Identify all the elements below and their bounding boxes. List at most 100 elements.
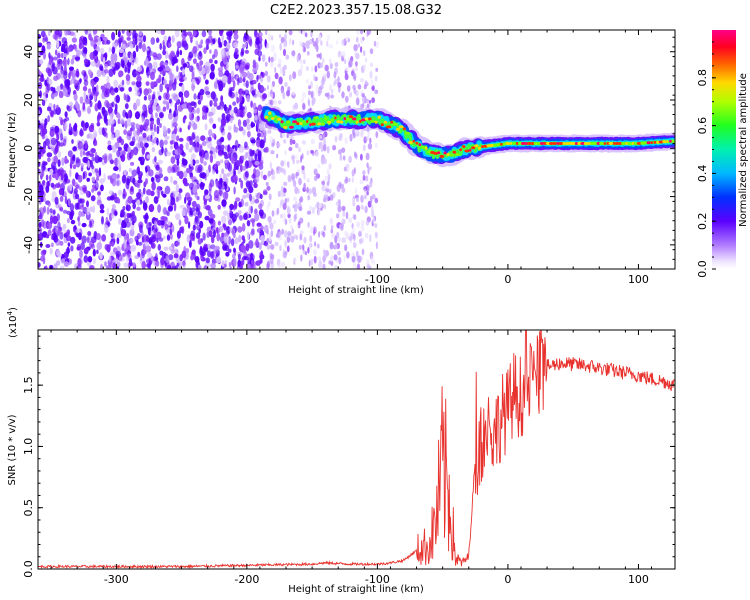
heatmap-cell xyxy=(146,222,152,231)
heatmap-cell xyxy=(201,140,207,147)
heatmap-cell xyxy=(246,118,250,124)
heatmap-cell xyxy=(107,144,113,151)
heatmap-cell xyxy=(225,251,230,257)
heatmap-cell xyxy=(183,170,188,178)
heatmap-cell xyxy=(328,163,332,170)
heatmap-cell xyxy=(237,169,241,175)
heatmap-cell xyxy=(221,118,227,126)
heatmap-cell xyxy=(242,78,246,83)
spectrogram-xlabel: Height of straight line (km) xyxy=(288,285,424,296)
heatmap-cell xyxy=(80,242,85,251)
tone-track-peak xyxy=(636,141,642,145)
heatmap-cell xyxy=(343,254,346,263)
heatmap-cell xyxy=(195,146,198,153)
heatmap-cell xyxy=(150,51,154,56)
heatmap-cell xyxy=(192,134,196,140)
heatmap-cell xyxy=(230,109,235,117)
heatmap-cell xyxy=(240,180,244,189)
heatmap-cell xyxy=(362,102,365,109)
heatmap-cell xyxy=(101,92,106,100)
heatmap-cell xyxy=(208,182,212,192)
heatmap-cell xyxy=(234,145,238,152)
heatmap-cell xyxy=(124,248,128,255)
heatmap-cell xyxy=(326,146,330,154)
heatmap-cell xyxy=(53,103,56,111)
heatmap-cell xyxy=(328,260,332,265)
heatmap-cell xyxy=(126,212,130,219)
heatmap-cell xyxy=(230,238,235,247)
heatmap-cell xyxy=(73,93,78,102)
tone-track-peak xyxy=(299,122,303,126)
heatmap-cell xyxy=(173,202,177,212)
heatmap-cell xyxy=(125,74,131,81)
heatmap-cell xyxy=(226,159,230,169)
tone-track-peak xyxy=(385,125,392,129)
heatmap-cell xyxy=(111,173,118,180)
heatmap-cell xyxy=(125,43,130,48)
y-tick-label: 40 xyxy=(22,45,35,59)
heatmap-cell xyxy=(303,236,307,244)
heatmap-cell xyxy=(255,238,259,248)
heatmap-cell xyxy=(156,125,160,135)
heatmap-cell xyxy=(145,68,151,77)
heatmap-cell xyxy=(306,66,309,71)
heatmap-cell xyxy=(40,197,44,203)
heatmap-cell xyxy=(176,258,181,264)
heatmap-cell xyxy=(77,264,82,269)
x-tick-label: -100 xyxy=(365,573,390,586)
heatmap-cell xyxy=(127,68,131,74)
heatmap-cell xyxy=(176,230,181,239)
heatmap-cell xyxy=(50,182,55,188)
heatmap-cell xyxy=(125,244,131,251)
heatmap-cell xyxy=(138,31,143,36)
tone-track-peak xyxy=(556,142,560,145)
heatmap-cell xyxy=(103,224,109,233)
heatmap-cell xyxy=(272,170,276,176)
heatmap-cell xyxy=(121,59,125,69)
heatmap-cell xyxy=(344,95,349,103)
tone-track-peak xyxy=(412,139,415,143)
heatmap-cell xyxy=(64,49,67,55)
heatmap-cell xyxy=(304,251,308,256)
heatmap-cell xyxy=(234,212,239,218)
heatmap-cell xyxy=(160,216,166,221)
heatmap-cell xyxy=(310,65,314,72)
heatmap-cell xyxy=(141,146,145,155)
heatmap-cell xyxy=(356,204,361,212)
heatmap-cell xyxy=(209,154,214,164)
heatmap-cell xyxy=(120,229,127,237)
heatmap-cell xyxy=(248,240,254,249)
y-tick-label: 1.5 xyxy=(22,376,35,394)
tone-track-peak xyxy=(580,142,586,145)
heatmap-cell xyxy=(330,229,334,234)
heatmap-cell xyxy=(199,94,203,101)
heatmap-cell xyxy=(216,139,222,147)
heatmap-cell xyxy=(338,149,342,155)
tone-track-peak xyxy=(568,142,573,145)
heatmap-cell xyxy=(111,144,117,149)
heatmap-cell xyxy=(207,243,211,250)
tone-track-peak xyxy=(669,139,672,143)
heatmap-cell xyxy=(299,217,304,224)
heatmap-cell xyxy=(56,104,59,109)
heatmap-cell xyxy=(60,133,64,141)
heatmap-cell xyxy=(190,230,196,236)
heatmap-cell xyxy=(310,258,314,266)
heatmap-cell xyxy=(51,190,57,200)
heatmap-cell xyxy=(38,34,42,39)
heatmap-cell xyxy=(124,65,128,73)
snr-xlabel: Height of straight line (km) xyxy=(288,584,424,595)
heatmap-cell xyxy=(125,204,131,212)
heatmap-cell xyxy=(64,30,68,36)
heatmap-cell xyxy=(147,252,153,259)
heatmap-cell xyxy=(284,240,288,249)
heatmap-cell xyxy=(356,221,361,228)
heatmap-cell xyxy=(189,65,194,73)
heatmap-cell xyxy=(233,174,239,183)
heatmap-cell xyxy=(190,254,194,261)
tone-track-peak xyxy=(277,117,281,121)
heatmap-cell xyxy=(344,137,349,145)
heatmap-cell xyxy=(117,155,121,164)
heatmap-cell xyxy=(179,143,184,151)
